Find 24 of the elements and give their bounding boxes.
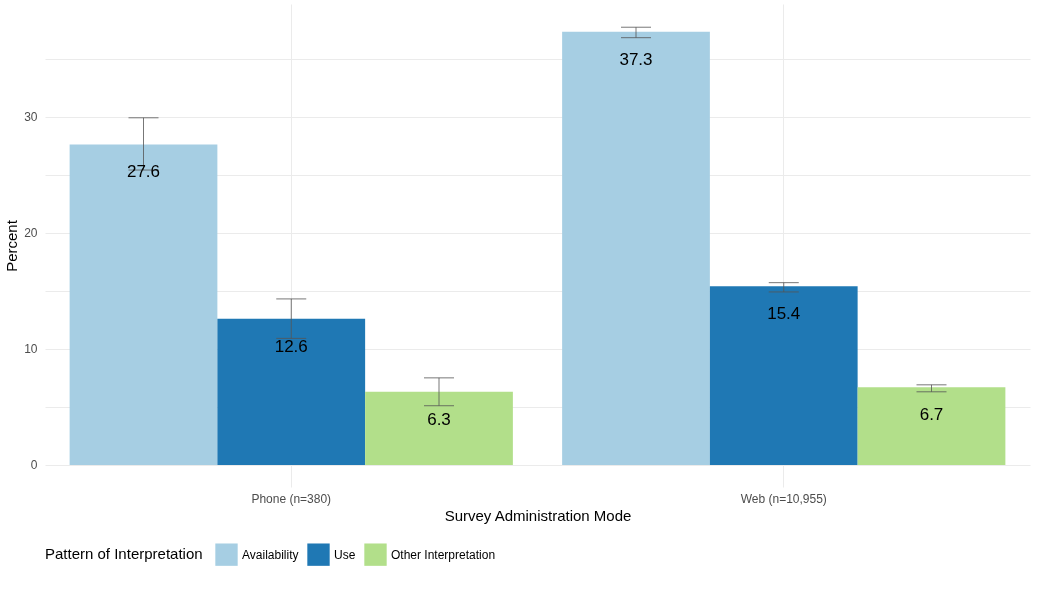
bar — [365, 391, 513, 465]
y-tick-label: 30 — [24, 110, 38, 125]
bar — [69, 144, 218, 465]
data-label: 37.3 — [619, 49, 653, 69]
bar — [709, 286, 858, 465]
data-label: 6.7 — [919, 405, 944, 425]
y-axis-title: Percent — [3, 219, 21, 272]
bar — [217, 318, 366, 465]
x-tick-label: Web (n=10,955) — [740, 491, 827, 506]
bar — [857, 387, 1006, 465]
x-axis-title: Survey Administration Mode — [444, 506, 632, 524]
bar — [562, 31, 710, 465]
data-label: 27.6 — [126, 162, 161, 182]
y-tick-label: 0 — [30, 458, 38, 473]
legend-title: Pattern of Interpretation — [45, 545, 203, 562]
y-tick-label: 20 — [24, 226, 38, 241]
data-label: 6.3 — [427, 409, 451, 429]
data-label: 12.6 — [274, 336, 308, 356]
legend-label: Other Interpretation — [391, 547, 496, 562]
legend-label: Use — [334, 547, 356, 562]
data-label: 15.4 — [767, 304, 801, 324]
legend-label: Availability — [242, 547, 299, 562]
x-tick-label: Phone (n=380) — [251, 491, 332, 506]
y-tick-label: 10 — [24, 342, 38, 357]
